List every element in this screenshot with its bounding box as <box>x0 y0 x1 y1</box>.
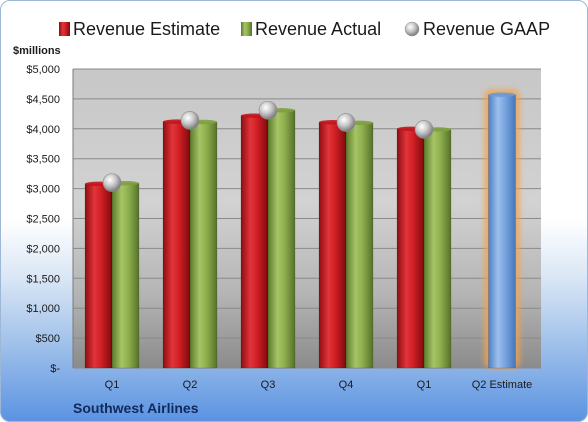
bar-q2-estimate <box>488 94 516 369</box>
y-tick-label: $2,500 <box>26 214 60 226</box>
y-tick-label: $2,000 <box>26 243 60 255</box>
gaap-marker <box>336 113 356 132</box>
bar-revenue-estimate <box>162 121 191 369</box>
x-tick-label: Q1 <box>417 379 432 391</box>
y-axis-unit-label: $millions <box>13 45 61 57</box>
bar-revenue-actual <box>189 121 218 369</box>
x-tick-label: Q2 <box>183 379 198 391</box>
x-tick-label: Q3 <box>261 379 276 391</box>
bar-cap <box>488 92 516 97</box>
company-name: Southwest Airlines <box>73 400 199 416</box>
bar-revenue-estimate <box>84 183 113 369</box>
legend-swatch-revenue-estimate <box>59 22 70 36</box>
y-axis: $- $500 $1,000 $1,500 $2,000 $2,500 $3,000 $3,5… <box>26 64 74 375</box>
bar-revenue-actual <box>423 129 452 369</box>
bar-revenue-actual <box>267 110 296 369</box>
y-tick-label: $- <box>50 363 60 375</box>
legend-label-revenue-actual: Revenue Actual <box>255 19 381 39</box>
legend-swatch-revenue-actual <box>241 22 252 36</box>
legend-label-revenue-gaap: Revenue GAAP <box>423 19 550 39</box>
bar-revenue-estimate <box>240 115 269 369</box>
bars <box>84 89 520 369</box>
gridlines <box>73 68 541 369</box>
x-axis: Q1 Q2 Q3 Q4 Q1 Q2 Estimate <box>105 379 533 391</box>
y-tick-label: $1,500 <box>26 273 60 285</box>
bar-revenue-actual <box>345 122 374 369</box>
y-tick-label: $3,500 <box>26 154 60 166</box>
gaap-marker <box>258 100 278 120</box>
y-tick-label: $1,000 <box>26 303 60 315</box>
y-tick-label: $3,000 <box>26 184 60 196</box>
legend-swatch-revenue-gaap <box>404 21 420 37</box>
bar-revenue-estimate <box>318 121 347 369</box>
bar-revenue-estimate <box>396 128 425 369</box>
y-tick-label: $4,500 <box>26 94 60 106</box>
gaap-marker <box>414 120 434 139</box>
x-tick-label: Q2 Estimate <box>472 379 533 391</box>
chart-legend: Revenue Estimate Revenue Actual Revenue GA… <box>59 19 550 39</box>
gaap-marker <box>180 111 200 130</box>
x-tick-label: Q1 <box>105 379 120 391</box>
legend-label-revenue-estimate: Revenue Estimate <box>73 19 220 39</box>
gaap-marker <box>102 173 122 192</box>
y-tick-label: $4,000 <box>26 124 60 136</box>
gaap-markers <box>102 100 434 192</box>
bar-revenue-actual <box>111 182 140 369</box>
y-tick-label: $500 <box>36 333 60 345</box>
y-tick-label: $5,000 <box>26 64 60 76</box>
x-tick-label: Q4 <box>339 379 354 391</box>
